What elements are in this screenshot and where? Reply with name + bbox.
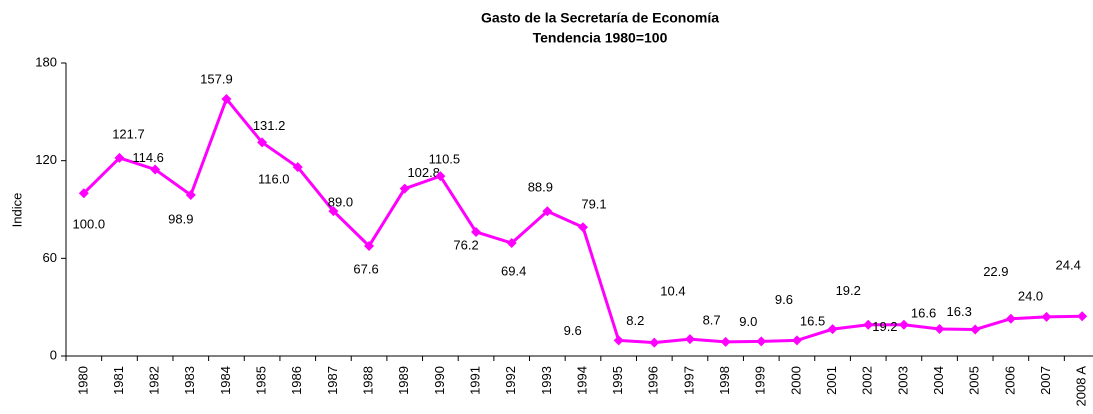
marker [185, 190, 196, 201]
x-tick-label: 2001 [824, 366, 839, 395]
marker [827, 324, 838, 335]
data-label: 110.5 [429, 152, 461, 167]
x-tick-label: 1993 [539, 366, 554, 395]
x-tick-label: 1989 [396, 366, 411, 395]
data-label: 8.7 [703, 312, 721, 327]
data-label: 79.1 [581, 197, 606, 212]
marker [221, 93, 232, 104]
y-tick-label: 60 [43, 250, 57, 265]
data-label: 24.0 [1018, 288, 1043, 303]
x-tick-label: 1994 [574, 366, 589, 395]
data-label: 10.4 [660, 284, 685, 299]
x-tick-label: 2004 [931, 366, 946, 395]
x-tick-label: 1983 [182, 366, 197, 395]
x-tick-label: 2003 [895, 366, 910, 395]
x-tick-label: 1992 [503, 366, 518, 395]
marker [114, 152, 125, 163]
data-label: 8.2 [626, 313, 644, 328]
x-tick-label: 1988 [361, 366, 376, 395]
marker [1041, 311, 1052, 322]
marker [292, 162, 303, 173]
data-label: 131.2 [253, 118, 286, 133]
marker [542, 206, 553, 217]
data-label: 98.9 [168, 211, 193, 226]
data-label: 121.7 [112, 126, 145, 141]
marker [578, 222, 588, 233]
marker [1005, 313, 1016, 324]
marker [506, 238, 517, 249]
data-label: 22.9 [983, 264, 1008, 279]
data-label: 9.6 [564, 323, 582, 338]
data-label: 102.8 [407, 165, 440, 180]
marker [435, 171, 446, 182]
data-label: 19.2 [836, 283, 861, 298]
marker [1077, 311, 1088, 322]
data-label: 114.6 [132, 150, 164, 165]
chart-title: Gasto de la Secretaría de Economía [481, 10, 719, 26]
data-label: 19.2 [872, 319, 897, 334]
x-tick-label: 2006 [1002, 366, 1017, 395]
data-label: 16.5 [800, 314, 825, 329]
chart-subtitle: Tendencia 1980=100 [533, 30, 668, 46]
data-label: 69.4 [501, 263, 526, 278]
y-tick-label: 180 [35, 54, 57, 69]
x-tick-label: 1985 [254, 366, 269, 395]
data-label: 24.4 [1056, 258, 1081, 273]
marker [471, 226, 482, 237]
data-label: 89.0 [328, 195, 353, 210]
x-tick-label: 1982 [147, 366, 162, 395]
y-tick-label: 120 [35, 152, 57, 167]
x-tick-label: 1987 [325, 366, 340, 395]
marker [78, 188, 89, 199]
x-tick-label: 1995 [610, 366, 625, 395]
marker [399, 183, 410, 194]
x-tick-label: 1998 [717, 366, 732, 395]
x-tick-label: 2000 [788, 366, 803, 395]
x-tick-label: 1990 [432, 366, 447, 395]
marker [756, 336, 767, 347]
marker [649, 337, 660, 348]
marker [328, 206, 339, 217]
marker [613, 335, 624, 346]
data-label: 100.0 [73, 217, 106, 232]
data-label: 76.2 [453, 237, 478, 252]
x-tick-label: 2008 A [1074, 366, 1089, 407]
data-label: 16.3 [947, 304, 972, 319]
data-label: 88.9 [528, 180, 553, 195]
x-tick-label: 2002 [860, 366, 875, 395]
marker [257, 137, 268, 148]
marker [720, 336, 731, 347]
x-tick-label: 2007 [1038, 366, 1053, 395]
x-tick-label: 2005 [967, 366, 982, 395]
x-tick-label: 1981 [111, 366, 126, 395]
marker [684, 334, 695, 345]
marker [863, 319, 874, 330]
y-tick-label: 0 [50, 347, 57, 362]
data-label: 9.0 [739, 314, 757, 329]
data-label: 16.6 [911, 305, 936, 320]
x-tick-label: 1986 [289, 366, 304, 395]
marker [364, 240, 375, 251]
x-tick-label: 1984 [218, 366, 233, 395]
y-axis-label: Indice [9, 193, 24, 228]
marker [934, 323, 945, 334]
x-tick-label: 1997 [681, 366, 696, 395]
marker [791, 335, 802, 346]
x-tick-label: 1999 [753, 366, 768, 395]
marker [898, 319, 909, 330]
data-label: 9.6 [775, 292, 793, 307]
x-tick-label: 1996 [646, 366, 661, 395]
data-label: 67.6 [353, 261, 378, 276]
data-label: 157.9 [200, 71, 233, 86]
x-tick-label: 1980 [75, 366, 90, 395]
marker [970, 324, 981, 335]
x-tick-label: 1991 [467, 366, 482, 395]
marker [150, 164, 161, 175]
data-label: 116.0 [258, 172, 290, 187]
